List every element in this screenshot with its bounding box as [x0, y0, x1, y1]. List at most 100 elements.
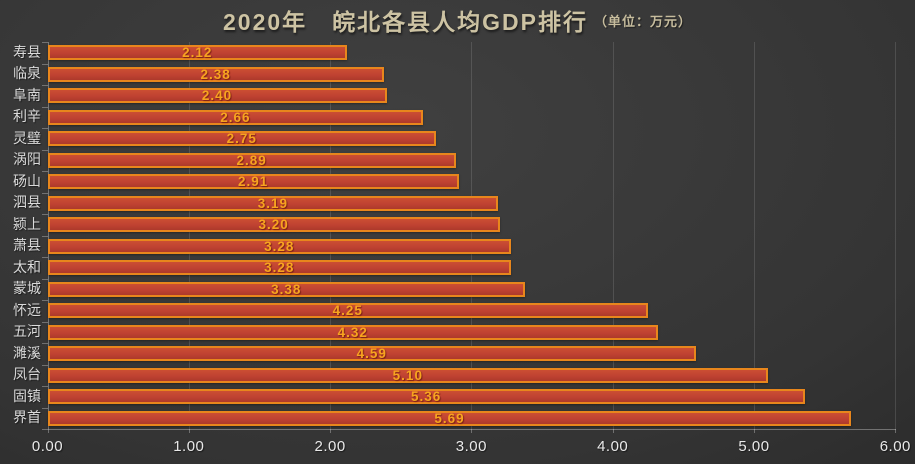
category-label: 泗县	[13, 194, 41, 211]
category-label: 怀远	[13, 301, 41, 318]
category-label: 阜南	[13, 86, 41, 103]
bar: 3.28	[47, 260, 511, 276]
x-tick-label: 6.00	[879, 438, 911, 455]
bar: 4.32	[47, 324, 658, 340]
x-axis-tick	[895, 429, 897, 433]
gridline	[471, 42, 473, 429]
x-tick-label: 3.00	[455, 438, 487, 455]
chart-title-block: 2020年 皖北各县人均GDP排行 （单位：万元）	[0, 3, 915, 37]
x-tick-label: 5.00	[738, 438, 770, 455]
bar-value-label: 3.20	[258, 217, 289, 233]
category-label: 涡阳	[13, 151, 41, 168]
bar-value-label: 2.38	[200, 66, 231, 82]
category-label: 灵璧	[13, 129, 41, 146]
category-label: 利辛	[13, 108, 41, 125]
x-axis-tick	[471, 429, 473, 433]
category-label: 临泉	[13, 65, 41, 82]
category-tick	[41, 85, 48, 86]
bar: 2.89	[47, 152, 456, 168]
category-tick	[41, 364, 48, 366]
bar: 4.25	[47, 303, 649, 319]
x-tick-label: 4.00	[597, 438, 629, 455]
bar-value-label: 3.28	[264, 260, 295, 276]
x-axis-tick	[330, 429, 332, 433]
category-tick	[41, 300, 48, 301]
bar: 3.20	[47, 217, 500, 233]
bar: 4.59	[47, 346, 697, 362]
category-tick	[41, 128, 48, 129]
x-tick-label: 2.00	[314, 438, 346, 455]
category-label: 砀山	[13, 172, 41, 189]
x-axis-tick	[612, 429, 614, 433]
bar: 5.10	[47, 367, 769, 383]
gridline	[895, 42, 897, 429]
bar-value-label: 4.25	[332, 303, 363, 319]
category-tick	[41, 106, 48, 108]
category-label: 凤台	[13, 366, 41, 383]
category-tick	[41, 214, 48, 215]
bar: 3.19	[47, 195, 499, 211]
gridline	[330, 42, 332, 429]
category-label: 太和	[13, 258, 41, 275]
bar: 2.38	[47, 66, 384, 82]
x-tick-label: 1.00	[173, 438, 205, 455]
x-axis-tick	[47, 429, 49, 433]
bar: 3.28	[47, 238, 511, 254]
bar-value-label: 4.32	[337, 324, 368, 340]
bar-value-label: 2.89	[236, 152, 267, 168]
bar-value-label: 5.36	[411, 389, 442, 405]
bar: 2.91	[47, 174, 459, 190]
bar: 2.75	[47, 131, 437, 147]
gridline	[754, 42, 755, 429]
category-tick	[41, 257, 48, 258]
bar: 2.40	[47, 88, 387, 104]
x-axis-line	[47, 429, 897, 430]
bar-value-label: 5.10	[392, 367, 423, 383]
bar-value-label: 4.59	[356, 346, 387, 362]
y-axis-line	[47, 42, 49, 429]
category-label: 五河	[13, 323, 41, 340]
category-label: 寿县	[13, 43, 41, 60]
chart-title: 2020年 皖北各县人均GDP排行	[222, 9, 588, 35]
x-tick-label: 0.00	[31, 438, 64, 455]
bar-value-label: 3.19	[257, 195, 288, 211]
category-tick	[41, 42, 48, 43]
bar: 5.69	[47, 410, 852, 426]
x-axis-tick	[754, 429, 755, 433]
bar: 5.36	[47, 389, 805, 405]
category-label: 濉溪	[13, 344, 41, 361]
x-axis-tick	[188, 429, 190, 433]
category-tick	[41, 321, 48, 323]
chart-unit-label: （单位：万元）	[594, 13, 693, 29]
category-tick	[41, 407, 48, 409]
category-label: 萧县	[13, 237, 41, 254]
category-tick	[41, 192, 48, 194]
gridline	[188, 42, 190, 429]
category-tick	[41, 171, 48, 172]
gridline	[612, 42, 614, 429]
category-label: 固镇	[13, 387, 41, 404]
bar-value-label: 2.40	[201, 88, 233, 104]
category-tick	[41, 429, 48, 430]
bar-value-label: 2.91	[237, 174, 269, 190]
category-tick	[41, 278, 48, 280]
category-tick	[41, 149, 48, 151]
bar-value-label: 2.12	[182, 45, 213, 61]
bar-value-label: 3.38	[271, 281, 302, 297]
category-tick	[41, 343, 48, 344]
bar-value-label: 3.28	[264, 238, 295, 254]
category-label: 界首	[13, 409, 41, 426]
bar-value-label: 2.66	[220, 109, 251, 125]
category-label: 蒙城	[13, 280, 41, 297]
bar: 2.12	[47, 45, 348, 61]
bar: 2.66	[47, 109, 424, 125]
category-label: 颍上	[13, 215, 41, 232]
bar-value-label: 2.75	[226, 131, 257, 147]
category-tick	[41, 386, 48, 387]
bar-value-label: 5.69	[434, 410, 465, 426]
category-tick	[41, 235, 48, 237]
bar: 3.38	[47, 281, 526, 297]
category-tick	[41, 63, 48, 65]
